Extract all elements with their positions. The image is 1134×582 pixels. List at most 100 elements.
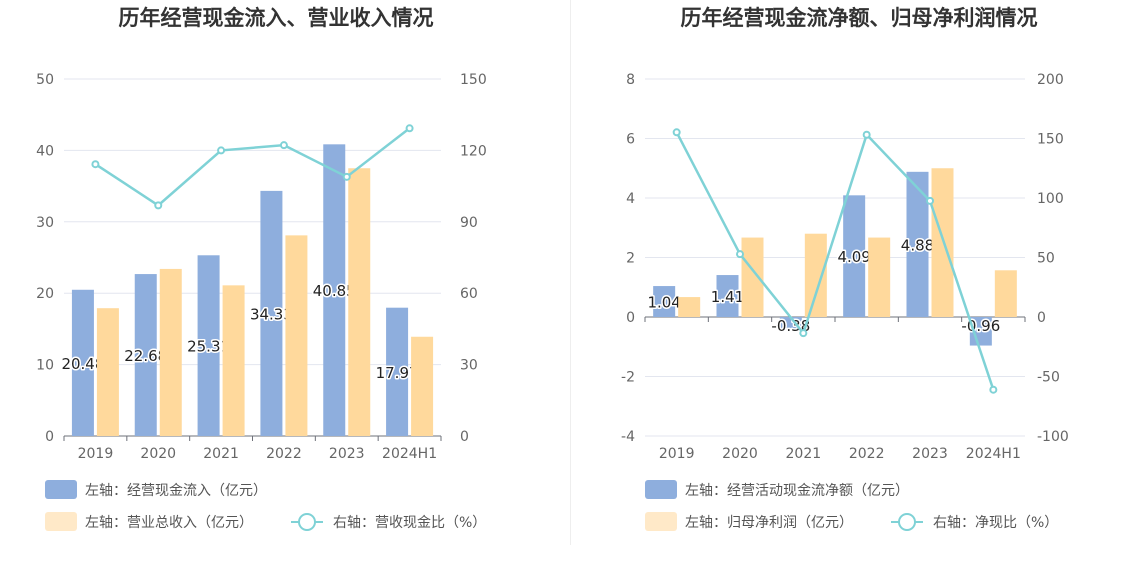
bar-secondary: [159, 268, 182, 436]
bar-data-label: 4.09: [837, 248, 870, 266]
bar-data-label: 22.68: [124, 347, 167, 365]
bar-primary: [197, 255, 220, 436]
left-chart-panel: 历年经营现金流入、营业收入情况 0 10 20 30 40 50 0 30 60 90 120 150 2…: [36, 6, 487, 531]
x-axis-tick-label: 2022: [849, 446, 885, 462]
legend-swatch: [45, 480, 77, 499]
right-axis-tick-label: 200: [1037, 72, 1064, 88]
bar-data-label: 17.97: [376, 364, 419, 382]
x-axis-tick-label: 2021: [203, 446, 239, 462]
bar-secondary: [348, 168, 371, 436]
left-axis-tick-label: 10: [36, 358, 54, 374]
bar-primary: [260, 190, 283, 436]
bar-primary: [906, 171, 929, 317]
bar-secondary: [868, 237, 891, 317]
bar-data-label: 4.88: [901, 236, 934, 254]
bar-secondary: [994, 270, 1017, 317]
right-axis-tick-label: 60: [460, 286, 478, 302]
right-axis-tick-label: 30: [460, 358, 478, 374]
ratio-point: [279, 141, 288, 150]
chart-title: 历年经营现金流入、营业收入情况: [119, 6, 434, 30]
bar-primary: [323, 144, 346, 436]
bar-secondary: [222, 285, 245, 436]
panel-divider: [570, 0, 571, 545]
legend-circle-icon: [298, 513, 316, 531]
bar-primary: [71, 289, 94, 436]
x-axis-tick-label: 2021: [786, 446, 822, 462]
ratio-point: [91, 160, 100, 169]
bar-secondary: [678, 297, 701, 317]
x-axis-tick-label: 2020: [722, 446, 758, 462]
legend-label: 左轴：营业总收入（亿元）: [85, 515, 253, 531]
bar-secondary: [804, 233, 827, 317]
bar-data-label: 1.41: [711, 288, 744, 306]
bar-secondary: [741, 237, 764, 317]
right-axis-tick-label: 100: [1037, 191, 1064, 207]
bar-data-label: -0.96: [961, 317, 1000, 335]
right-axis-tick-label: -100: [1037, 429, 1069, 445]
left-axis-tick-label: 0: [626, 310, 635, 326]
x-axis-tick-label: 2023: [912, 446, 948, 462]
left-axis-tick-label: -4: [621, 429, 635, 445]
bar-primary: [134, 274, 157, 436]
x-axis-tick-label: 2019: [659, 446, 695, 462]
chart-net-cash-flow-net-profit: 历年经营现金流净额、归母净利润情况 -4 -2 0 2 4 6 8 -100 -50 0 50 100 1…: [621, 6, 1069, 531]
bar-data-label: 25.31: [187, 338, 230, 356]
ratio-point: [405, 124, 414, 133]
ratio-point: [989, 385, 998, 394]
ratio-point: [862, 130, 871, 139]
x-axis-tick-label: 2023: [329, 446, 365, 462]
bar-data-label: 1.04: [647, 294, 680, 312]
right-axis-tick-label: -50: [1037, 370, 1060, 386]
bar-data-label: 40.85: [313, 282, 356, 300]
x-axis-tick-label: 2024H1: [382, 446, 437, 462]
bar-primary: [653, 286, 676, 317]
legend-label: 左轴：归母净利润（亿元）: [685, 514, 853, 531]
legend-label: 右轴：净现比（%）: [933, 515, 1058, 531]
chart-operating-cash-inflow-revenue: 历年经营现金流入、营业收入情况 0 10 20 30 40 50 0 30 60 90 120 150 2…: [36, 6, 487, 531]
ratio-line: [94, 127, 411, 207]
x-axis-tick-label: 2019: [78, 446, 114, 462]
bar-primary: [843, 195, 866, 317]
ratio-point: [217, 146, 226, 155]
bar-data-label: 20.48: [61, 355, 104, 373]
bar-secondary: [285, 235, 308, 436]
right-axis-tick-label: 0: [460, 429, 469, 445]
left-axis-tick-label: 4: [626, 191, 635, 207]
chart-title: 历年经营现金流净额、归母净利润情况: [681, 6, 1038, 30]
bar-secondary: [96, 308, 119, 436]
x-axis-tick-label: 2024H1: [966, 446, 1021, 462]
bar-primary: [386, 307, 409, 436]
bar-data-label: 34.33: [250, 305, 293, 323]
legend-swatch: [645, 480, 677, 499]
bar-primary: [779, 317, 802, 329]
left-axis-tick-label: 0: [45, 429, 54, 445]
ratio-line: [675, 131, 995, 391]
right-axis-tick-label: 120: [460, 143, 487, 159]
left-axis-tick-label: 30: [36, 215, 54, 231]
right-axis-tick-label: 0: [1037, 310, 1046, 326]
ratio-point: [926, 196, 934, 205]
left-axis-tick-label: 20: [36, 286, 54, 302]
legend-label: 左轴：经营活动现金流净额（亿元）: [685, 483, 909, 499]
legend-label: 右轴：营收现金比（%）: [333, 515, 486, 531]
ratio-point: [342, 172, 351, 181]
ratio-point: [736, 250, 744, 259]
ratio-point: [154, 201, 163, 210]
ratio-point: [799, 329, 808, 338]
left-axis-tick-label: 6: [626, 132, 635, 148]
left-axis-tick-label: 8: [626, 72, 635, 88]
left-axis-tick-label: 40: [36, 143, 54, 159]
bar-primary: [716, 275, 739, 317]
right-axis-tick-label: 150: [460, 72, 487, 88]
right-chart-panel: 历年经营现金流净额、归母净利润情况 -4 -2 0 2 4 6 8 -100 -50 0 50 100 1…: [571, 0, 1134, 582]
right-axis-tick-label: 50: [1037, 251, 1055, 267]
left-axis-tick-label: -2: [621, 370, 635, 386]
bar-secondary: [411, 336, 434, 436]
left-axis-tick-label: 50: [36, 72, 54, 88]
x-axis-tick-label: 2022: [266, 446, 302, 462]
x-axis-tick-label: 2020: [140, 446, 176, 462]
legend-swatch: [45, 512, 77, 531]
legend-circle-icon: [898, 513, 916, 531]
right-axis-tick-label: 90: [460, 215, 478, 231]
ratio-point: [672, 128, 681, 137]
